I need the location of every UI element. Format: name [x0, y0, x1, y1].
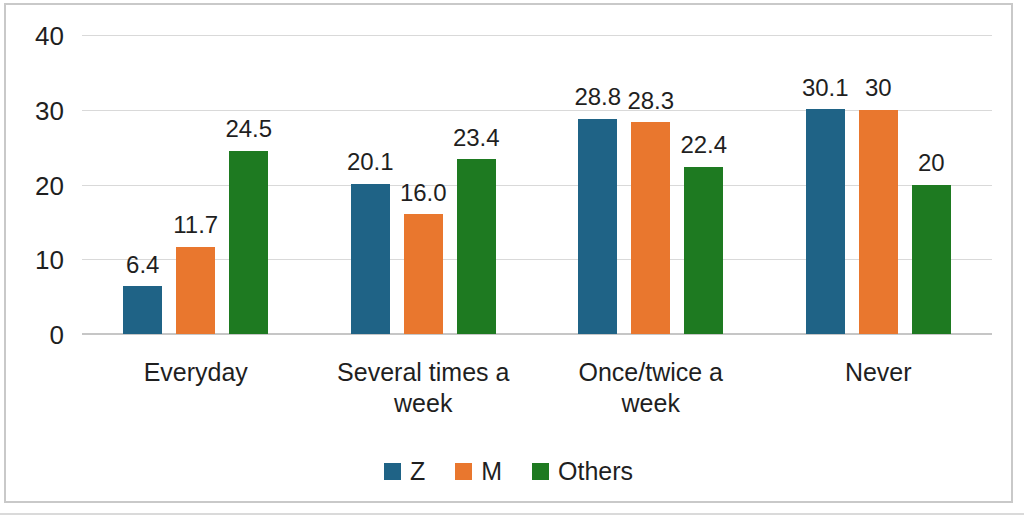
- legend-item-z: Z: [384, 457, 425, 486]
- bar-value-label-others-2: 23.4: [453, 125, 500, 151]
- bar-group-3: 28.828.322.4: [537, 35, 765, 334]
- legend-label-others: Others: [558, 457, 633, 486]
- legend-swatch-others: [532, 463, 549, 480]
- bar-value-label-others-1: 24.5: [225, 116, 272, 142]
- legend-label-z: Z: [410, 457, 425, 486]
- y-tick-label-20: 20: [35, 170, 64, 201]
- bar-wrap-others-1: 24.5: [229, 116, 268, 334]
- bar-z-3: [578, 119, 617, 334]
- bar-value-label-z-1: 6.4: [126, 252, 159, 278]
- bar-wrap-z-4: 30.1: [806, 75, 845, 334]
- bar-wrap-others-2: 23.4: [457, 125, 496, 334]
- bar-wrap-z-3: 28.8: [578, 84, 617, 334]
- y-tick-label-30: 30: [35, 95, 64, 126]
- bar-value-label-others-4: 20: [918, 150, 945, 176]
- bar-value-label-m-4: 30: [865, 75, 892, 101]
- bar-m-3: [631, 122, 670, 334]
- y-tick-label-0: 0: [50, 320, 64, 351]
- legend-item-m: M: [455, 457, 502, 486]
- legend-item-others: Others: [532, 457, 633, 486]
- x-category-label-1: Everyday: [82, 353, 310, 420]
- legend-swatch-m: [455, 463, 472, 480]
- bar-wrap-z-1: 6.4: [123, 252, 162, 334]
- bar-others-4: [912, 185, 951, 335]
- bar-value-label-m-3: 28.3: [627, 88, 674, 114]
- bar-wrap-m-4: 30: [859, 75, 898, 334]
- plot-area: 6.411.724.520.116.023.428.828.322.430.13…: [82, 36, 992, 335]
- bar-value-label-z-4: 30.1: [802, 75, 849, 101]
- bar-z-2: [351, 184, 390, 334]
- bar-others-3: [684, 167, 723, 334]
- page-bottom-divider: [0, 513, 1024, 515]
- x-axis: EverydaySeveral times a weekOnce/twice a…: [82, 353, 992, 420]
- bar-value-label-m-2: 16.0: [400, 180, 447, 206]
- x-category-label-4: Never: [765, 353, 993, 420]
- x-category-label-2: Several times a week: [310, 353, 538, 420]
- bar-others-2: [457, 159, 496, 334]
- bar-group-4: 30.1 30 20: [765, 35, 993, 334]
- bar-m-2: [404, 214, 443, 334]
- x-category-label-3: Once/twice a week: [537, 353, 765, 420]
- bar-m-4: [859, 110, 898, 334]
- bar-wrap-z-2: 20.1: [351, 149, 390, 334]
- y-tick-label-10: 10: [35, 245, 64, 276]
- bar-others-1: [229, 151, 268, 334]
- bar-z-4: [806, 109, 845, 334]
- legend-swatch-z: [384, 463, 401, 480]
- bar-value-label-m-1: 11.7: [173, 212, 218, 238]
- chart-figure-frame: 010203040 6.411.724.520.116.023.428.828.…: [4, 3, 1013, 503]
- bar-wrap-m-3: 28.3: [631, 88, 670, 334]
- bar-value-label-others-3: 22.4: [680, 132, 727, 158]
- bar-value-label-z-3: 28.8: [574, 84, 621, 110]
- bar-wrap-others-4: 20: [912, 150, 951, 334]
- bar-wrap-m-1: 11.7: [176, 212, 215, 334]
- legend: Z M Others: [6, 457, 1011, 486]
- legend-label-m: M: [481, 457, 502, 486]
- bar-wrap-others-3: 22.4: [684, 132, 723, 334]
- bar-m-1: [176, 247, 215, 334]
- y-axis: 010203040: [6, 36, 72, 335]
- bar-group-2: 20.116.023.4: [310, 35, 538, 334]
- bar-value-label-z-2: 20.1: [347, 149, 394, 175]
- bar-wrap-m-2: 16.0: [404, 180, 443, 334]
- bar-group-1: 6.4 11.7 24.5: [82, 35, 310, 334]
- y-tick-label-40: 40: [35, 21, 64, 52]
- bar-z-1: [123, 286, 162, 334]
